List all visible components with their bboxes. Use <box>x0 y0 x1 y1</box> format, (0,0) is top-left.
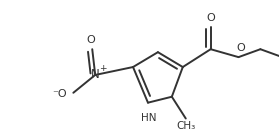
Text: O: O <box>87 35 95 45</box>
Text: CH₃: CH₃ <box>176 122 195 131</box>
Text: HN: HN <box>141 113 157 123</box>
Text: O: O <box>206 13 215 24</box>
Text: N: N <box>91 68 100 81</box>
Text: ⁻O: ⁻O <box>53 89 67 99</box>
Text: O: O <box>236 43 245 53</box>
Text: +: + <box>99 64 107 73</box>
